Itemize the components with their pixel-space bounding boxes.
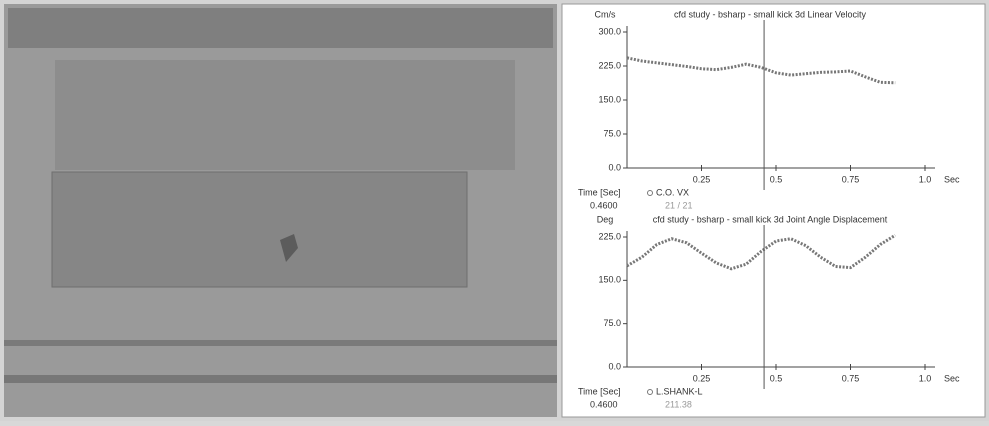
x-tick-label: 0.75 xyxy=(842,174,860,184)
y-tick-label: 0.0 xyxy=(608,162,621,172)
readout-label: Time [Sec] xyxy=(578,187,621,197)
legend-entry: L.SHANK-L xyxy=(656,386,703,396)
legend-entry: C.O. VX xyxy=(656,187,689,197)
readout-label: Time [Sec] xyxy=(578,386,621,396)
chart-title: cfd study - bsharp - small kick 3d Joint… xyxy=(653,214,888,224)
y-tick-label: 300.0 xyxy=(598,26,621,36)
data-line xyxy=(626,233,896,271)
video-frame xyxy=(4,4,557,417)
legend-marker xyxy=(647,190,653,196)
x-tick-label: 0.5 xyxy=(770,373,783,383)
x-tick-label: 0.25 xyxy=(693,373,711,383)
y-unit: Deg xyxy=(597,214,614,224)
legend-marker xyxy=(647,389,653,395)
y-unit: Cm/s xyxy=(595,9,616,19)
x-unit: Sec xyxy=(944,174,960,184)
y-tick-label: 75.0 xyxy=(603,318,621,328)
x-tick-label: 1.0 xyxy=(919,373,932,383)
x-unit: Sec xyxy=(944,373,960,383)
readout-value: 21 / 21 xyxy=(665,200,693,210)
readout-value: 211.38 xyxy=(665,399,692,409)
y-tick-label: 75.0 xyxy=(603,128,621,138)
y-tick-label: 0.0 xyxy=(608,361,621,371)
readout-time: 0.4600 xyxy=(590,200,618,210)
y-tick-label: 150.0 xyxy=(598,94,621,104)
x-tick-label: 0.75 xyxy=(842,373,860,383)
x-tick-label: 0.25 xyxy=(693,174,711,184)
y-tick-label: 225.0 xyxy=(598,231,621,241)
chart-title: cfd study - bsharp - small kick 3d Linea… xyxy=(674,9,867,19)
chart-panel xyxy=(561,3,986,418)
y-tick-label: 150.0 xyxy=(598,275,621,285)
x-tick-label: 0.5 xyxy=(770,174,783,184)
readout-time: 0.4600 xyxy=(590,399,618,409)
y-tick-label: 225.0 xyxy=(598,60,621,70)
x-tick-label: 1.0 xyxy=(919,174,932,184)
